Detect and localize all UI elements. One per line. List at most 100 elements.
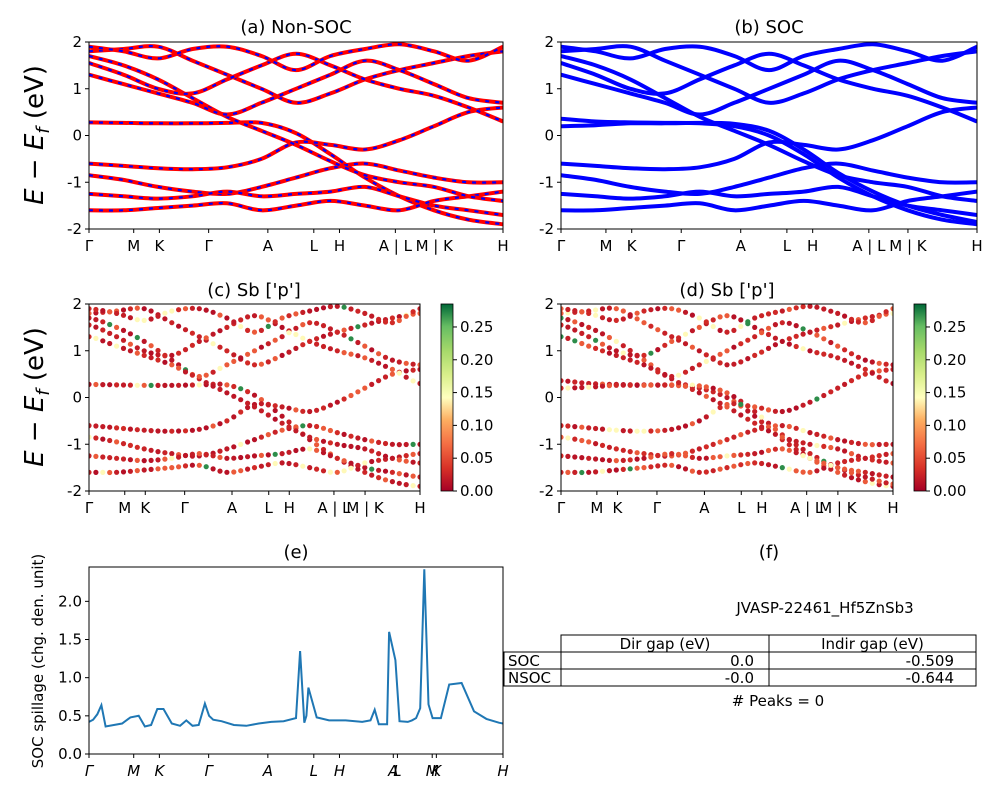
projection-point (196, 462, 202, 468)
projection-point (586, 310, 592, 316)
projection-point (703, 455, 709, 461)
nonsoc-band-0 (89, 120, 503, 227)
projection-point (759, 313, 765, 319)
projection-point (189, 372, 195, 378)
projection-point (369, 313, 375, 319)
projection-point (662, 451, 668, 457)
projection-point (231, 352, 237, 358)
projection-point (410, 367, 416, 373)
projection-point (883, 451, 889, 457)
projection-point (362, 343, 368, 349)
projection-point (169, 352, 175, 358)
xtick-label: K (154, 762, 165, 780)
soc-band-2 (561, 105, 977, 172)
projection-point (561, 306, 564, 312)
projection-point (258, 408, 264, 414)
table-cell-indir-gap: -0.509 (906, 652, 954, 670)
projection-point (682, 341, 689, 347)
projection-point (320, 450, 327, 456)
projection-point (579, 380, 585, 386)
projection-point (606, 345, 613, 351)
projection-point (599, 341, 606, 347)
projection-point (565, 378, 571, 384)
nonsoc-band-dash-8 (89, 59, 503, 116)
projection-point (355, 324, 361, 330)
projection-point (786, 466, 792, 472)
projection-point (389, 441, 395, 447)
projection-point (627, 457, 633, 463)
nonsoc-band-dash-2 (89, 162, 503, 196)
projection-point (745, 337, 751, 343)
projection-point (717, 466, 723, 472)
panel-e-xticks: Γ M K Γ A L H AL MK H (85, 754, 509, 780)
projection-point (745, 356, 751, 362)
projection-point (307, 423, 313, 429)
projection-point (828, 435, 834, 441)
projection-point (786, 447, 792, 453)
projection-point (669, 338, 675, 344)
projection-point (120, 345, 127, 351)
projection-point (369, 458, 375, 465)
projection-point (293, 407, 299, 413)
projection-point (627, 357, 633, 363)
ytick-label: 0 (544, 127, 554, 145)
projection-point (883, 378, 889, 384)
projection-point (141, 317, 147, 323)
projection-point (210, 341, 216, 347)
projection-point (599, 348, 606, 354)
projection-point (245, 389, 251, 395)
projection-point (134, 317, 140, 323)
soc-band-8 (561, 51, 977, 124)
soc-band-6 (561, 54, 977, 203)
projection-point (245, 439, 251, 445)
projection-point (724, 390, 730, 396)
projection-point (382, 374, 389, 380)
ytick-label: 1.5 (58, 631, 82, 649)
projection-point (127, 306, 133, 312)
projection-point (196, 451, 202, 457)
projection-point (107, 382, 113, 388)
colorbar-tick-label: 0.25 (933, 318, 966, 336)
projection-point (876, 478, 882, 484)
nonsoc-band-dash-1 (89, 106, 503, 171)
xtick-label: A (227, 499, 238, 517)
projection-point (134, 334, 140, 341)
projection-point (613, 306, 619, 312)
xtick-label: H (334, 762, 345, 780)
projection-point (669, 451, 675, 457)
projection-point (752, 352, 758, 358)
projection-point (162, 450, 168, 456)
projection-point (396, 317, 402, 324)
projection-point (120, 456, 127, 462)
projection-point (648, 382, 654, 388)
projection-point (314, 436, 320, 443)
projection-point (800, 402, 806, 408)
projection-point (389, 357, 395, 363)
projection-point (752, 324, 758, 330)
xtick-label: Γ (653, 499, 662, 517)
projection-point (689, 365, 696, 371)
projection-point (745, 416, 751, 422)
projection-point (883, 441, 889, 447)
projection-point (620, 355, 626, 361)
xtick-label: A | L (317, 499, 351, 517)
projection-point (786, 341, 792, 347)
projection-point (265, 401, 271, 407)
projection-point (134, 350, 140, 356)
projection-point (876, 374, 882, 380)
projection-point (876, 368, 882, 374)
projection-point (251, 404, 258, 410)
projection-point (655, 369, 661, 375)
projection-point (217, 344, 223, 350)
projection-point (89, 334, 92, 340)
projection-point (793, 450, 799, 456)
projection-point (258, 327, 264, 333)
projection-point (586, 455, 592, 461)
projection-point (334, 430, 340, 436)
projection-point (848, 475, 855, 481)
projection-point (327, 304, 333, 310)
projection-point (855, 363, 862, 369)
projection-point (759, 405, 765, 411)
projection-point (410, 378, 416, 384)
